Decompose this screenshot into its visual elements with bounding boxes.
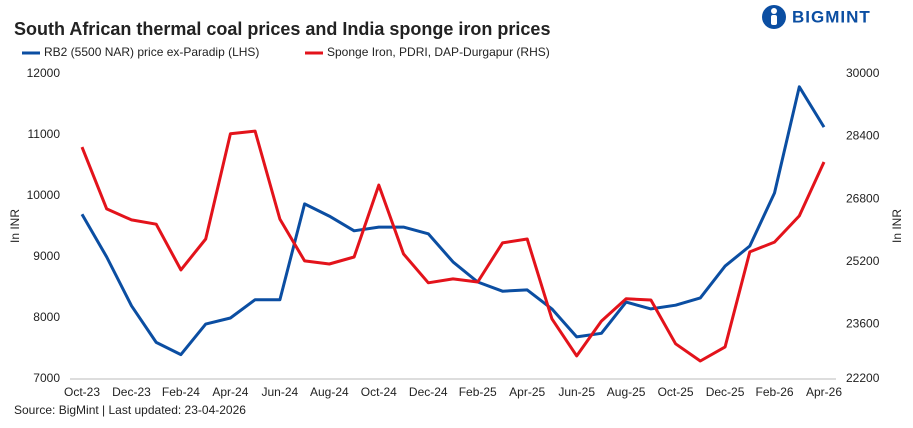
x-tick-label: Feb-24 (162, 385, 200, 399)
x-tick-label: Feb-25 (459, 385, 497, 399)
x-tick-label: Jun-25 (558, 385, 595, 399)
chart-title: South African thermal coal prices and In… (14, 19, 550, 39)
x-tick-label: Oct-23 (64, 385, 100, 399)
y-tick-label: 8000 (33, 310, 60, 324)
x-tick-label: Aug-24 (310, 385, 349, 399)
y-tick-label: 12000 (27, 66, 61, 80)
y-axis-label: In INR (8, 209, 22, 243)
source-note: Source: BigMint | Last updated: 23-04-20… (14, 403, 246, 417)
logo: BIGMINT (762, 5, 871, 29)
series-line (80, 85, 826, 357)
x-tick-label: Apr-25 (509, 385, 545, 399)
x-tick-label: Oct-24 (361, 385, 397, 399)
y-tick-label: 10000 (27, 188, 61, 202)
y2-tick-label: 22200 (846, 371, 880, 385)
y2-tick-label: 30000 (846, 66, 880, 80)
logo-text: BIGMINT (792, 7, 871, 26)
x-tick-label: Feb-26 (756, 385, 794, 399)
x-tick-label: Dec-23 (112, 385, 151, 399)
y2-tick-label: 25200 (846, 254, 880, 268)
legend-label: Sponge Iron, PDRI, DAP-Durgapur (RHS) (327, 45, 550, 59)
y2-axis-label: In INR (890, 209, 904, 243)
x-tick-label: Dec-24 (409, 385, 448, 399)
x-tick-label: Apr-26 (806, 385, 842, 399)
logo-icon-head (771, 8, 777, 14)
y2-tick-label: 26800 (846, 191, 880, 205)
legend-label: RB2 (5500 NAR) price ex-Paradip (LHS) (44, 45, 259, 59)
y-tick-label: 7000 (33, 371, 60, 385)
y-tick-label: 9000 (33, 249, 60, 263)
logo-icon-body (771, 15, 777, 25)
x-tick-label: Aug-25 (607, 385, 646, 399)
y2-tick-label: 23600 (846, 316, 880, 330)
x-tick-label: Dec-25 (706, 385, 745, 399)
x-tick-label: Jun-24 (262, 385, 299, 399)
x-tick-label: Apr-24 (212, 385, 248, 399)
y-tick-label: 11000 (28, 127, 61, 141)
y2-tick-label: 28400 (846, 129, 880, 143)
x-tick-label: Oct-25 (658, 385, 694, 399)
series-line (80, 129, 826, 363)
